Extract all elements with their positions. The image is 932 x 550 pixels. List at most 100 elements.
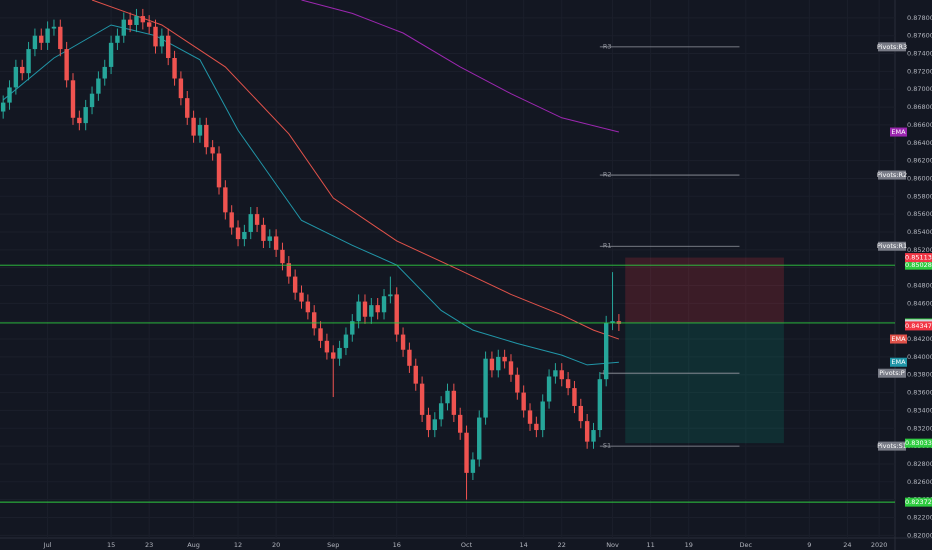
candle-body <box>286 263 292 277</box>
candle-body <box>166 35 171 58</box>
candle-body <box>584 421 590 442</box>
x-tick-label: Jul <box>43 541 52 549</box>
y-tick-label: 0.82600 <box>907 478 932 486</box>
candle-body <box>159 35 165 47</box>
candle-body <box>508 361 514 375</box>
candle-body <box>343 334 349 348</box>
price-tag-box <box>905 321 932 331</box>
candle-body <box>578 405 583 422</box>
ema-line <box>91 0 620 340</box>
candle-body <box>121 19 126 36</box>
candle-body <box>172 57 177 79</box>
pivot-tag-box <box>878 241 906 251</box>
candle-body <box>546 376 552 402</box>
candle-body <box>388 294 393 297</box>
y-tick-label: 0.87800 <box>907 14 932 22</box>
candle-body <box>521 392 526 411</box>
y-tick-label: 0.85400 <box>907 228 932 236</box>
candle-body <box>375 305 380 313</box>
candle-body <box>32 35 38 50</box>
candle-body <box>58 26 63 50</box>
ema-tag: EMA <box>891 358 906 366</box>
y-tick-label: 0.84800 <box>907 282 932 290</box>
candle-body <box>261 224 266 241</box>
candle-body <box>108 42 114 67</box>
pivot-tag-box <box>878 368 906 378</box>
y-tick-label: 0.87400 <box>907 50 932 58</box>
candle-body <box>477 417 482 460</box>
candle-body <box>70 80 76 118</box>
x-tick-label: 24 <box>843 541 851 549</box>
pivot-name: R1 <box>603 242 612 250</box>
candle-body <box>451 390 457 415</box>
pivot-tag: Pivots:R3 <box>877 43 907 51</box>
candle-body <box>45 28 50 43</box>
ema-tag: EMA <box>891 335 906 343</box>
x-tick-label: 11 <box>646 541 654 549</box>
candle-body <box>362 301 368 317</box>
pivot-tag: Pivots:S1 <box>877 442 907 450</box>
x-tick-label: 12 <box>234 541 242 549</box>
candle-body <box>178 78 184 99</box>
candle-body <box>235 227 241 240</box>
price-tag: 0.85113 <box>905 254 932 262</box>
candle-body <box>603 322 609 380</box>
y-tick-label: 0.84200 <box>907 335 932 343</box>
candle-body <box>426 414 431 431</box>
candle-body <box>26 49 31 74</box>
pivot-tag-box <box>878 42 906 52</box>
candle-body <box>140 16 146 23</box>
candle-body <box>591 430 596 442</box>
candle-body <box>337 347 342 359</box>
candle-body <box>127 19 133 25</box>
candle-body <box>242 231 247 240</box>
candle-body <box>64 49 69 81</box>
candle-body <box>597 379 603 431</box>
candle-body <box>153 26 158 47</box>
candle-body <box>77 117 82 124</box>
candle-body <box>489 358 495 371</box>
pivot-tag-box <box>878 170 906 180</box>
candle-body <box>134 16 139 25</box>
candle-body <box>185 98 190 118</box>
candle-body <box>470 459 476 473</box>
target-zone <box>625 322 784 444</box>
candle-body <box>20 66 25 74</box>
candle-body <box>445 390 450 404</box>
ema-tag: EMA <box>891 128 906 136</box>
candle-body <box>419 383 425 415</box>
y-tick-label: 0.84000 <box>907 353 932 361</box>
candle-body <box>0 102 6 112</box>
price-tag: 0.83033 <box>905 439 932 447</box>
candle-body <box>369 305 374 317</box>
x-tick-label: Oct <box>461 541 473 549</box>
candle-body <box>292 276 298 293</box>
pivot-name: R3 <box>603 42 612 50</box>
x-tick-label: Sep <box>327 541 339 549</box>
y-tick-label: 0.86600 <box>907 121 932 129</box>
candle-body <box>534 423 539 431</box>
y-tick-label: 0.86400 <box>907 139 932 147</box>
ema-line <box>301 0 620 133</box>
ema-tag-box <box>890 357 907 367</box>
candle-body <box>96 78 101 94</box>
x-tick-label: 19 <box>685 541 693 549</box>
candle-body <box>191 117 196 136</box>
candle-body <box>197 124 203 136</box>
pivot-tag: Pivots:P <box>879 369 905 377</box>
candle-body <box>381 296 387 313</box>
candle-body <box>540 401 545 431</box>
y-tick-label: 0.87200 <box>907 67 932 75</box>
x-tick-label: 23 <box>145 541 153 549</box>
candle-body <box>432 419 438 431</box>
candle-body <box>267 236 272 241</box>
candle-body <box>515 374 520 393</box>
candle-body <box>89 93 95 108</box>
y-tick-label: 0.86800 <box>907 103 932 111</box>
price-tag-box <box>905 438 932 448</box>
pivot-tag: Pivots:R2 <box>877 171 907 179</box>
stop-zone <box>625 257 784 323</box>
y-tick-label: 0.82800 <box>907 460 932 468</box>
y-tick-label: 0.87600 <box>907 32 932 40</box>
